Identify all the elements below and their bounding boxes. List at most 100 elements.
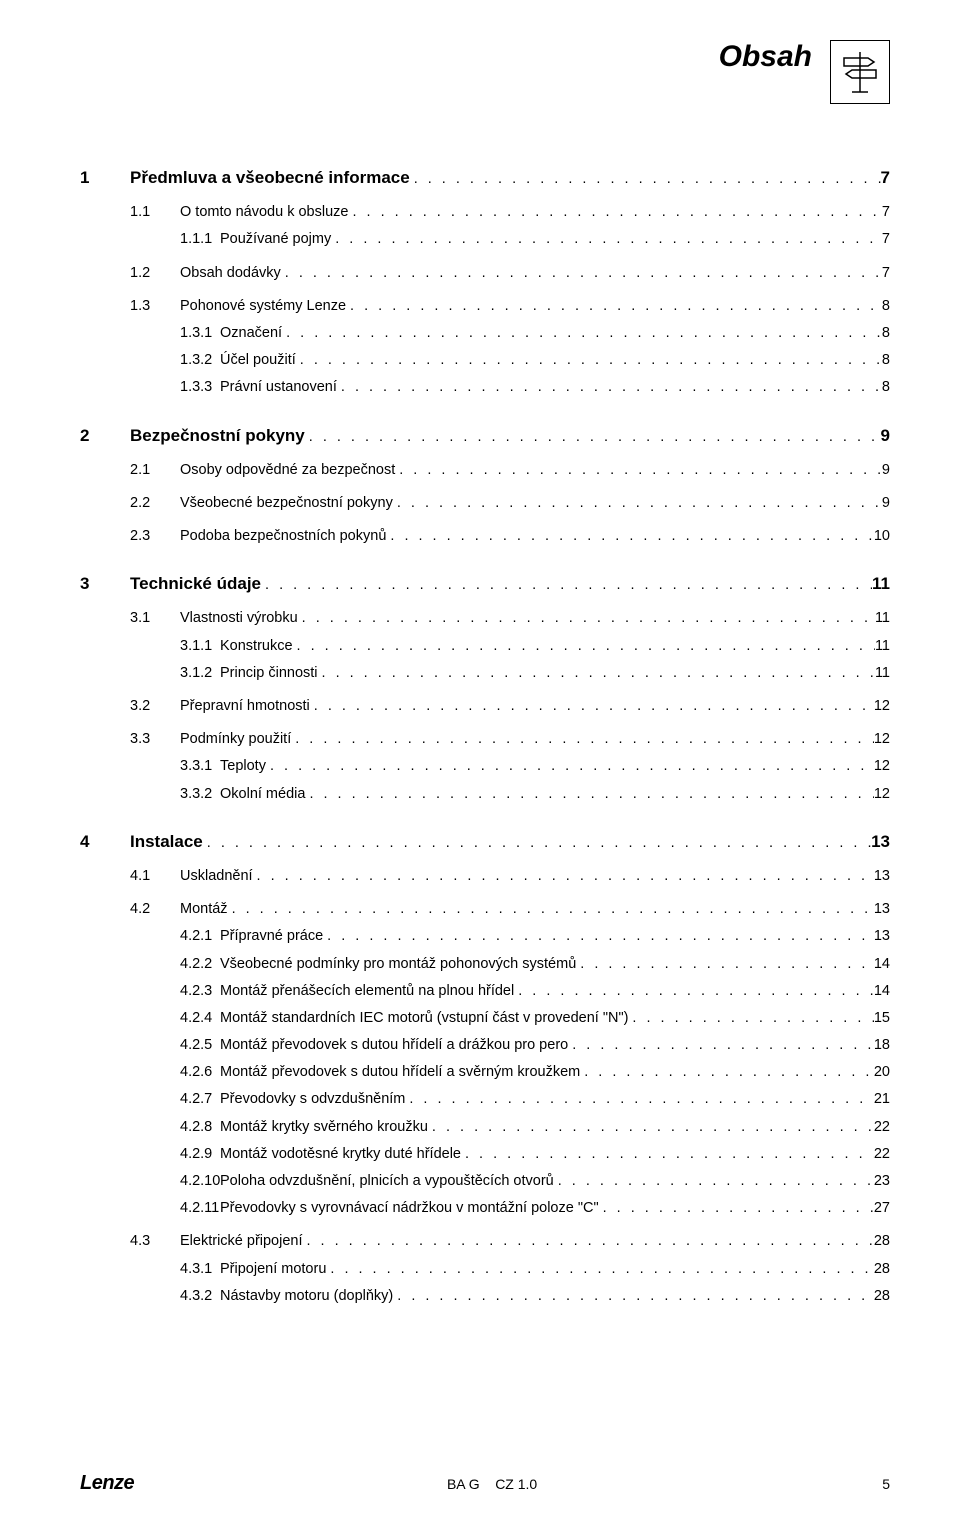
toc-entry: 3.3.1Teploty. . . . . . . . . . . . . . … (80, 755, 890, 778)
toc-number: 3.3.2 (130, 783, 220, 806)
page-footer: Lenze BA G CZ 1.0 5 (80, 1472, 890, 1495)
toc-title: Montáž vodotěsné krytky duté hřídele (220, 1143, 461, 1166)
toc-entry: 1.3.2Účel použití. . . . . . . . . . . .… (80, 349, 890, 372)
toc-number: 4.2.9 (130, 1143, 220, 1166)
toc-leader: . . . . . . . . . . . . . . . . . . . . … (266, 755, 874, 778)
page-header: Obsah (80, 40, 890, 104)
toc-title: Technické údaje (130, 570, 261, 597)
toc-entry: 4Instalace. . . . . . . . . . . . . . . … (80, 828, 890, 855)
toc-number: 2.2 (130, 492, 180, 515)
toc-leader: . . . . . . . . . . . . . . . . . . . . … (228, 898, 874, 921)
toc-page: 15 (874, 1007, 890, 1030)
toc-number: 3.1.1 (130, 635, 220, 658)
toc-title: Osoby odpovědné za bezpečnost (180, 459, 395, 482)
toc-page: 11 (875, 662, 890, 685)
page-title: Obsah (719, 40, 812, 74)
toc-leader: . . . . . . . . . . . . . . . . . . . . … (331, 228, 882, 251)
toc-leader: . . . . . . . . . . . . . . . . . . . . … (293, 635, 875, 658)
toc-entry: 1.2Obsah dodávky. . . . . . . . . . . . … (80, 262, 890, 285)
toc-title: Uskladnění (180, 865, 253, 888)
toc-entry: 3.3Podmínky použití. . . . . . . . . . .… (80, 728, 890, 751)
toc-leader: . . . . . . . . . . . . . . . . . . . . … (296, 349, 882, 372)
toc-entry: 3.1.1Konstrukce. . . . . . . . . . . . .… (80, 635, 890, 658)
toc-page: 13 (874, 898, 890, 921)
toc-page: 23 (874, 1170, 890, 1193)
toc-entry: 1.3.3Právní ustanovení. . . . . . . . . … (80, 376, 890, 399)
toc-page: 28 (874, 1230, 890, 1253)
footer-docref: BA G CZ 1.0 (134, 1476, 850, 1492)
toc-title: Účel použití (220, 349, 296, 372)
footer-pagenum: 5 (850, 1476, 890, 1492)
toc-page: 11 (875, 635, 890, 658)
toc-page: 13 (874, 925, 890, 948)
toc-leader: . . . . . . . . . . . . . . . . . . . . … (386, 525, 873, 548)
toc-page: 14 (874, 980, 890, 1003)
toc-leader: . . . . . . . . . . . . . . . . . . . . … (303, 1230, 874, 1253)
toc-page: 12 (874, 755, 890, 778)
toc-title: Montáž převodovek s dutou hřídelí a svěr… (220, 1061, 580, 1084)
toc-number: 4.2.5 (130, 1034, 220, 1057)
toc-number: 4.2 (130, 898, 180, 921)
toc-title: O tomto návodu k obsluze (180, 201, 348, 224)
toc-leader: . . . . . . . . . . . . . . . . . . . . … (628, 1007, 873, 1030)
toc-entry: 4.2.3Montáž přenášecích elementů na plno… (80, 980, 890, 1003)
toc-entry: 4.2.1Přípravné práce. . . . . . . . . . … (80, 925, 890, 948)
toc-leader: . . . . . . . . . . . . . . . . . . . . … (346, 295, 882, 318)
toc-title: Všeobecné podmínky pro montáž pohonových… (220, 953, 576, 976)
toc-title: Převodovky s odvzdušněním (220, 1088, 405, 1111)
toc-leader: . . . . . . . . . . . . . . . . . . . . … (580, 1061, 874, 1084)
toc-number: 4.2.6 (130, 1061, 220, 1084)
toc-page: 13 (874, 865, 890, 888)
toc-entry: 4.2.6Montáž převodovek s dutou hřídelí a… (80, 1061, 890, 1084)
toc-leader: . . . . . . . . . . . . . . . . . . . . … (281, 262, 882, 285)
toc-page: 12 (874, 728, 890, 751)
toc-title: Montáž krytky svěrného kroužku (220, 1116, 428, 1139)
toc-number: 1.2 (130, 262, 180, 285)
toc-title: Instalace (130, 828, 203, 855)
toc-page: 21 (874, 1088, 890, 1111)
toc-number: 4.2.8 (130, 1116, 220, 1139)
toc-page: 28 (874, 1258, 890, 1281)
toc-leader: . . . . . . . . . . . . . . . . . . . . … (203, 832, 871, 855)
toc-number: 4.2.10 (130, 1170, 220, 1193)
toc-leader: . . . . . . . . . . . . . . . . . . . . … (395, 459, 882, 482)
toc-leader: . . . . . . . . . . . . . . . . . . . . … (599, 1197, 874, 1220)
toc-title: Montáž (180, 898, 228, 921)
toc-entry: 4.2.2Všeobecné podmínky pro montáž pohon… (80, 953, 890, 976)
toc-title: Obsah dodávky (180, 262, 281, 285)
toc-entry: 1.1O tomto návodu k obsluze. . . . . . .… (80, 201, 890, 224)
toc-title: Okolní média (220, 783, 305, 806)
toc-page: 7 (882, 228, 890, 251)
toc-entry: 3Technické údaje. . . . . . . . . . . . … (80, 570, 890, 597)
toc-leader: . . . . . . . . . . . . . . . . . . . . … (576, 953, 874, 976)
toc-title: Elektrické připojení (180, 1230, 303, 1253)
toc-number: 2.3 (130, 525, 180, 548)
toc-page: 8 (882, 376, 890, 399)
table-of-contents: 1Předmluva a všeobecné informace. . . . … (80, 164, 890, 1308)
toc-number: 1.3 (130, 295, 180, 318)
toc-page: 7 (882, 201, 890, 224)
toc-page: 13 (871, 828, 890, 855)
toc-title: Pohonové systémy Lenze (180, 295, 346, 318)
toc-number: 4.2.4 (130, 1007, 220, 1030)
toc-leader: . . . . . . . . . . . . . . . . . . . . … (291, 728, 874, 751)
toc-leader: . . . . . . . . . . . . . . . . . . . . … (326, 1258, 873, 1281)
toc-leader: . . . . . . . . . . . . . . . . . . . . … (393, 492, 882, 515)
toc-title: Bezpečnostní pokyny (130, 422, 305, 449)
toc-leader: . . . . . . . . . . . . . . . . . . . . … (323, 925, 874, 948)
toc-title: Konstrukce (220, 635, 293, 658)
toc-page: 7 (881, 164, 890, 191)
toc-entry: 4.2.4Montáž standardních IEC motorů (vst… (80, 1007, 890, 1030)
toc-entry: 4.3Elektrické připojení. . . . . . . . .… (80, 1230, 890, 1253)
toc-title: Přípravné práce (220, 925, 323, 948)
toc-entry: 1Předmluva a všeobecné informace. . . . … (80, 164, 890, 191)
toc-leader: . . . . . . . . . . . . . . . . . . . . … (282, 322, 882, 345)
toc-number: 1.3.3 (130, 376, 220, 399)
toc-number: 4.2.2 (130, 953, 220, 976)
toc-leader: . . . . . . . . . . . . . . . . . . . . … (310, 695, 874, 718)
toc-entry: 2.1Osoby odpovědné za bezpečnost. . . . … (80, 459, 890, 482)
toc-title: Právní ustanovení (220, 376, 337, 399)
toc-leader: . . . . . . . . . . . . . . . . . . . . … (337, 376, 882, 399)
toc-title: Vlastnosti výrobku (180, 607, 298, 630)
toc-number: 4.2.7 (130, 1088, 220, 1111)
